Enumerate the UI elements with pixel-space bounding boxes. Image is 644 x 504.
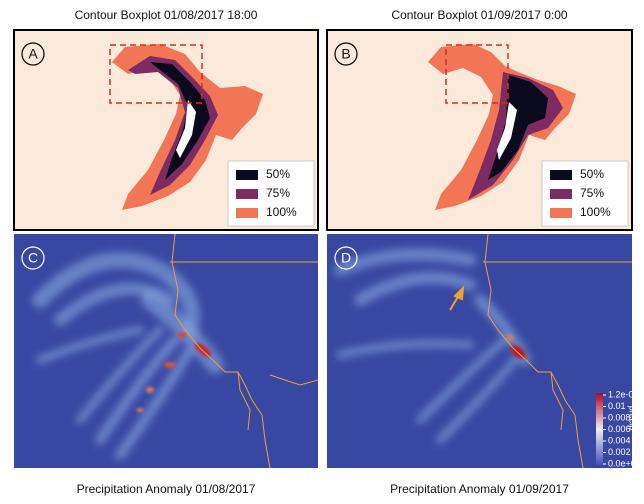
panel-c (14, 234, 318, 468)
legend-label: 100% (266, 205, 297, 219)
legend-label: 100% (580, 205, 611, 219)
legend-swatch (236, 170, 258, 180)
legend-label: 75% (580, 186, 604, 200)
legend-label: 75% (266, 186, 290, 200)
colorbar (596, 393, 603, 466)
legend-swatch (236, 208, 258, 218)
panel-d (327, 234, 632, 468)
colorbar-tick-label: 1.2e-02 (608, 389, 639, 399)
legend-swatch (550, 170, 572, 180)
legend-swatch (550, 208, 572, 218)
colorbar-tick-label: 0.004 (608, 435, 631, 445)
legend-label: 50% (266, 167, 290, 181)
colorbar-tick-label: 0.0e+00 (608, 458, 641, 468)
colorbar-tick-label: 0.01 (608, 401, 626, 411)
panel-caption: Precipitation Anomaly 01/09/2017 (390, 482, 569, 496)
legend-label: 50% (580, 167, 604, 181)
legend-swatch (236, 189, 258, 199)
colorbar-label: precip (628, 406, 638, 431)
panel-caption: Precipitation Anomaly 01/08/2017 (77, 482, 256, 496)
colorbar-tick-label: 0.006 (608, 424, 631, 434)
panel-label: B (341, 46, 350, 62)
panel-label: D (341, 250, 351, 266)
panel-title: Contour Boxplot 01/08/2017 18:00 (75, 8, 258, 22)
legend-swatch (550, 189, 572, 199)
panel-label: C (28, 250, 38, 266)
page: {"panels": [ {"title": "Contour Boxplot … (0, 0, 644, 499)
panel-label: A (28, 46, 38, 62)
panel-title: Contour Boxplot 01/09/2017 0:00 (391, 8, 567, 22)
figure: A Contour Boxplot 01/08/2017 18:00 50% 75% 1… (0, 0, 644, 499)
colorbar-tick-label: 0.002 (608, 447, 631, 457)
colorbar-tick-label: 0.008 (608, 412, 631, 422)
